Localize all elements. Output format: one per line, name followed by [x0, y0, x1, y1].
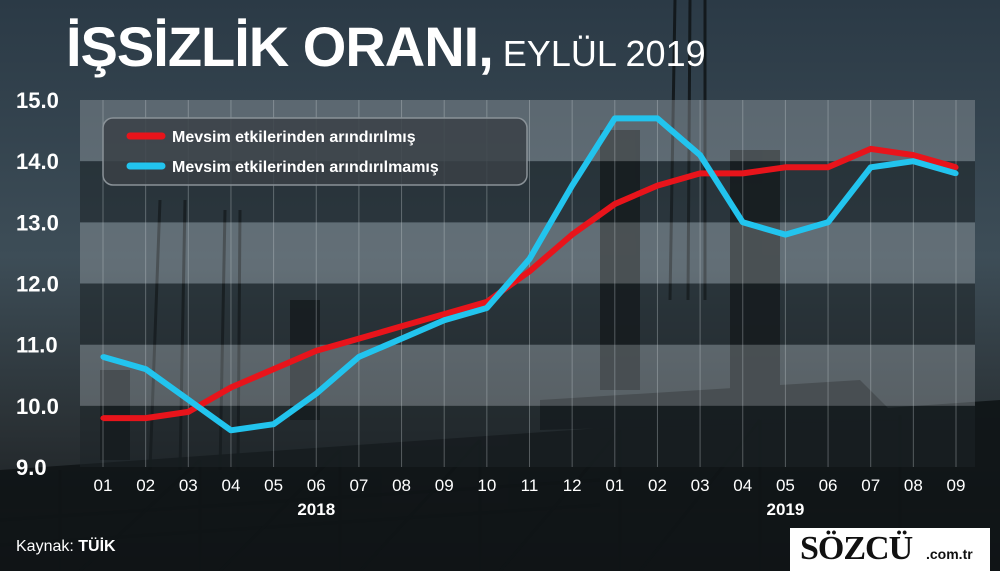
data-point-red: [910, 152, 916, 158]
data-point-blue: [782, 231, 789, 238]
data-point-red: [313, 348, 319, 354]
data-point-blue: [143, 366, 149, 372]
data-point-blue: [654, 115, 661, 121]
x-tick-label: 08: [392, 476, 411, 495]
data-point-blue: [697, 152, 703, 158]
x-tick-label: 09: [947, 476, 966, 495]
grid-band: [80, 344, 975, 406]
y-tick-label: 9.0: [16, 455, 47, 480]
data-point-red: [271, 366, 277, 372]
x-tick-label: 12: [563, 476, 582, 495]
data-point-red: [825, 164, 831, 170]
x-tick-label: 07: [861, 476, 880, 495]
data-point-red: [228, 384, 234, 391]
data-point-red: [143, 415, 149, 421]
data-point-blue: [612, 115, 618, 121]
data-point-red: [740, 170, 746, 176]
y-tick-label: 10.0: [16, 394, 59, 419]
y-tick-label: 12.0: [16, 272, 59, 297]
x-tick-label: 02: [648, 476, 667, 495]
x-tick-label: 11: [521, 476, 539, 495]
legend: Mevsim etkilerinden arındırılmış Mevsim …: [102, 117, 528, 186]
data-point-blue: [868, 164, 874, 170]
data-point-red: [697, 170, 703, 176]
data-point-blue: [441, 317, 447, 323]
grid-band: [80, 283, 975, 345]
y-tick-label: 13.0: [16, 210, 59, 235]
title-main: İŞSİZLİK ORANI,: [66, 15, 494, 78]
legend-label-blue: Mevsim etkilerinden arındırılmamış: [172, 159, 439, 176]
legend-label-red: Mevsim etkilerinden arındırılmış: [172, 129, 416, 146]
data-point-red: [654, 183, 661, 189]
data-point-blue: [356, 354, 362, 360]
year-labels: 2018 2019: [297, 500, 804, 519]
x-axis-ticks: 01 02 03 04 05 06 07 08 09 10 11 12 01 02 03 04 05 06 07 08…: [94, 476, 966, 495]
x-tick-label: 02: [136, 476, 155, 495]
y-tick-label: 11.0: [16, 333, 58, 358]
brand-suffix: .com.tr: [926, 546, 973, 562]
y-tick-label: 15.0: [16, 88, 59, 113]
data-point-blue: [484, 305, 490, 311]
data-point-red: [526, 268, 533, 274]
data-point-red: [612, 201, 618, 207]
x-tick-label: 01: [605, 476, 624, 495]
data-point-blue: [526, 256, 533, 262]
data-point-blue: [569, 183, 575, 189]
source-note: Kaynak: TÜİK: [16, 538, 116, 556]
x-tick-label: 04: [221, 476, 240, 495]
data-point-red: [100, 415, 106, 421]
source-label: Kaynak:: [16, 538, 74, 555]
x-tick-label: 10: [477, 476, 496, 495]
data-point-blue: [740, 219, 746, 225]
year-label: 2018: [297, 500, 335, 519]
x-tick-label: 06: [307, 476, 326, 495]
x-tick-label: 06: [819, 476, 838, 495]
x-tick-label: 08: [904, 476, 923, 495]
x-tick-label: 03: [179, 476, 198, 495]
brand-logo: SÖZCÜ .com.tr: [790, 528, 990, 571]
data-point-blue: [953, 170, 959, 176]
data-point-red: [569, 231, 575, 238]
chart-title: İŞSİZLİK ORANI, EYLÜL 2019: [66, 14, 706, 79]
data-point-red: [441, 311, 447, 317]
x-tick-label: 05: [776, 476, 795, 495]
legend-box: [102, 117, 528, 186]
source-value: TÜİK: [78, 538, 116, 555]
data-point-blue: [910, 158, 916, 164]
data-point-red: [953, 164, 959, 170]
year-label: 2019: [766, 500, 804, 519]
brand-name: SÖZCÜ: [800, 530, 913, 567]
x-tick-label: 03: [691, 476, 710, 495]
data-point-red: [356, 335, 362, 342]
data-point-red: [398, 323, 405, 329]
data-point-blue: [100, 354, 106, 360]
data-point-red: [868, 146, 874, 152]
data-point-blue: [271, 421, 277, 427]
series-lines: [100, 115, 959, 434]
x-tick-label: 09: [435, 476, 454, 495]
data-point-blue: [825, 219, 831, 225]
data-point-blue: [228, 427, 234, 433]
y-tick-label: 14.0: [16, 149, 59, 174]
grid-band: [80, 405, 975, 467]
data-point-blue: [185, 397, 191, 403]
data-point-blue: [313, 391, 319, 397]
data-point-red: [185, 409, 191, 415]
x-tick-label: 01: [94, 476, 113, 495]
x-tick-label: 04: [733, 476, 752, 495]
title-sub: EYLÜL 2019: [502, 33, 706, 74]
y-axis-ticks: 9.0 10.0 11.0 12.0 13.0 14.0 15.0: [16, 88, 59, 480]
x-tick-label: 07: [349, 476, 368, 495]
x-tick-label: 05: [264, 476, 283, 495]
data-point-red: [782, 164, 789, 170]
data-point-blue: [398, 335, 405, 342]
